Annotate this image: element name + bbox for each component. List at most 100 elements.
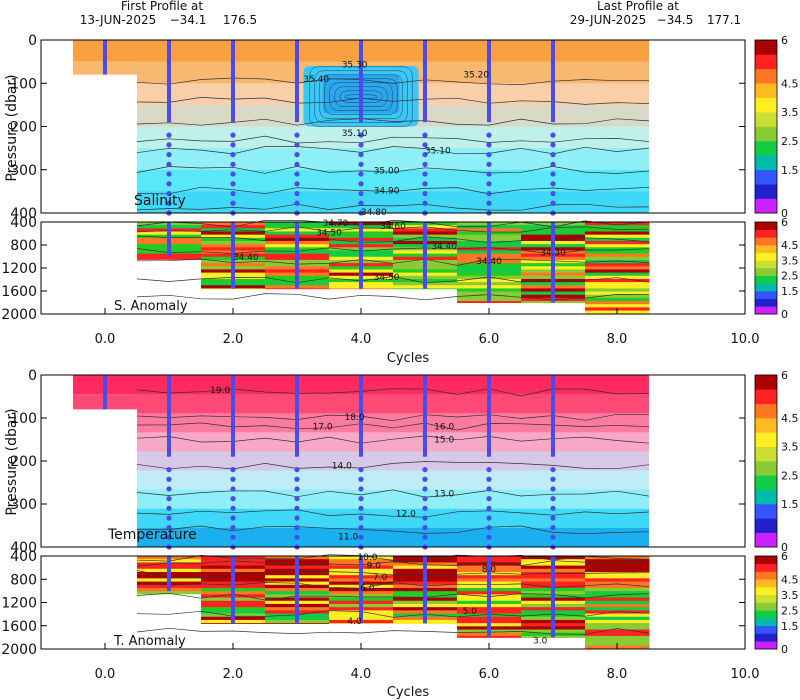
contour-label: 13.0 [434,489,454,499]
colorbar-tick-label: 0 [781,207,788,220]
profile-dot [166,200,172,206]
first-profile-label: First Profile at [121,0,204,13]
contour-label: 4.0 [347,617,362,627]
contour-label: 35.10 [425,146,451,156]
anomaly-cell [585,263,650,267]
anomaly-cell [137,256,202,260]
anomaly-cell [585,635,650,640]
profile-dot [166,190,172,197]
profile-dot [358,496,364,502]
contour-line [136,146,650,155]
contour-line [136,247,650,255]
contour-label: 34.50 [374,273,400,283]
profile-dot [294,142,300,148]
colorbar-segment [755,298,777,307]
contour-label: 6.0 [360,584,375,594]
profile-dot [166,161,172,167]
contour-label: 12.0 [396,509,416,519]
first-profile-lon: 176.5 [223,13,257,27]
data-band [137,126,649,149]
anomaly-cell [585,291,650,296]
data-band [137,508,649,529]
contour-line [136,509,650,518]
colorbar-frame [754,221,778,315]
anomaly-cell [585,556,650,560]
anomaly-cell [585,294,650,299]
anomaly-cell [585,623,650,627]
profile-dot [486,132,492,138]
contour-line [136,422,650,431]
contour-line [136,220,650,228]
profile-dot [422,171,428,177]
profile-dot [294,161,300,167]
data-band [137,451,649,472]
contour-label: 35.40 [303,75,329,85]
profile-dot [358,152,364,158]
profile-dot [294,534,300,540]
contour-label: 11.0 [338,533,358,543]
contour-line [136,413,650,422]
colorbar-tick-label: 0 [781,541,788,554]
anomaly-cell [585,266,650,270]
colorbar-segment [755,169,777,185]
x-tick-label: 0.0 [95,667,116,682]
y-tick-label: 1600 [1,284,37,300]
y-tick-label: 400 [10,206,37,222]
colorbar-segment [755,389,777,404]
profile-dot [294,486,300,492]
contour-line [136,235,650,244]
colorbar-segment [755,556,777,565]
colorbar-segment [755,532,777,548]
colorbar-segment [755,283,777,292]
profile-dot [550,515,556,521]
contour-line [136,525,650,534]
anomaly-cell [585,559,650,563]
colorbar-segment [755,68,777,84]
panel-temperature: 19.0 18.0 17.0 16.0 15.0 14.0 13.0 12.0 11.0 0 100… [10,368,798,556]
profile-dot [230,190,236,197]
profile-dot [358,505,364,511]
contour-label: 34.40 [431,242,457,252]
profile-dot [230,171,236,177]
anomaly-cell [585,600,650,605]
colorbar-frame [754,39,778,214]
profile-dot [358,190,364,197]
colorbar-segment [755,446,777,462]
profile-dot [230,161,236,167]
profile-dot [550,171,556,177]
anomaly-cell [585,562,650,567]
anomaly-cell [585,278,650,283]
colorbar-segment [755,625,777,634]
profile-dot [166,467,172,473]
anomaly-cell [329,288,394,290]
data-band [137,413,649,433]
colorbar-segment [755,504,777,519]
profile-dot [486,200,492,206]
contour-label: 35.00 [374,167,400,177]
colorbar-segment [755,461,777,476]
colorbar-segment [755,54,777,70]
profile-dot [358,171,364,177]
contour-line [136,627,650,635]
anomaly-cell [585,282,650,286]
contour-line [136,118,650,126]
profile-dot [166,171,172,177]
first-profile-lat: −34.1 [170,13,207,27]
profile-dot [166,476,172,482]
profile-dot [230,496,236,502]
contour-label: 34.40 [233,253,259,263]
profile-dot [294,152,300,158]
colorbar-segment [755,306,777,315]
contour-line [136,186,650,195]
contour-line [136,77,649,85]
y-tick-label: 1200 [1,261,37,277]
colorbar-tick-label: 1.5 [781,620,799,633]
anomaly-cell [585,591,650,595]
contour-line [136,226,650,233]
profile-dot [550,132,556,138]
anomaly-cell [201,623,266,624]
y-tick-label: 1200 [1,596,37,612]
x-tick-label: 10.0 [731,667,760,682]
anomaly-cell [585,297,650,302]
temperature-y-axis-title: Pressure (dbar) [4,408,20,515]
